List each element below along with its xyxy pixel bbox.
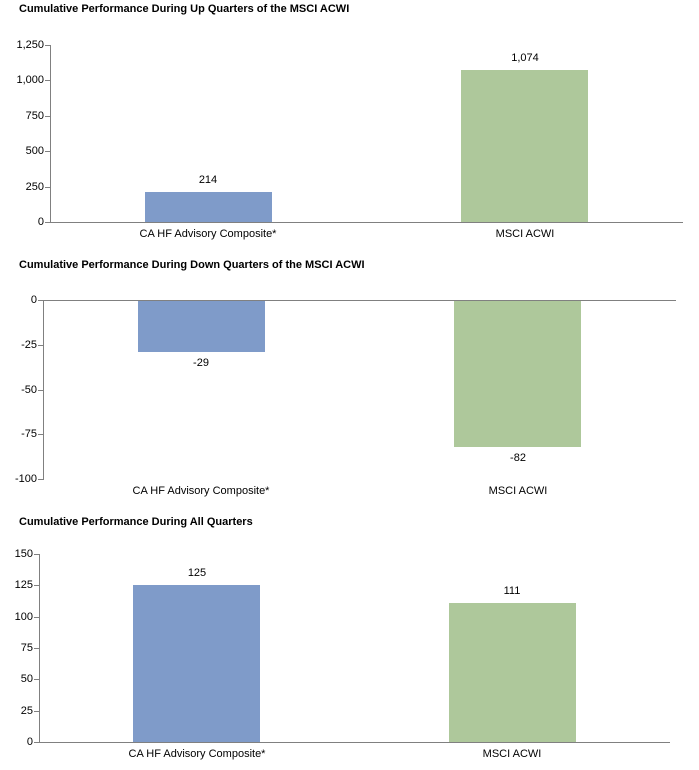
y-axis-tick (38, 479, 43, 480)
y-axis-tick-label: 50 (20, 673, 33, 685)
bar-msci-acwi (449, 603, 576, 742)
bar-value-label: 1,074 (511, 52, 539, 64)
x-axis-baseline (43, 300, 676, 301)
y-axis-tick (34, 617, 39, 618)
category-label: MSCI ACWI (482, 748, 542, 760)
y-axis-tick-label: 500 (25, 145, 44, 157)
bar-ca-hf-advisory-composite (138, 300, 265, 352)
bar-ca-hf-advisory-composite (133, 585, 260, 742)
y-axis-tick (38, 390, 43, 391)
y-axis-tick-label: 250 (25, 181, 44, 193)
bar-value-label: -82 (510, 452, 526, 464)
y-axis-tick (45, 222, 50, 223)
y-axis-line (43, 300, 44, 480)
chart-title: Cumulative Performance During All Quarte… (19, 516, 253, 528)
y-axis-line (50, 45, 51, 223)
bar-value-label: -29 (193, 357, 209, 369)
chart-title: Cumulative Performance During Up Quarter… (19, 3, 350, 15)
category-label: CA HF Advisory Composite* (128, 748, 266, 760)
category-label: MSCI ACWI (488, 485, 548, 497)
chart-title: Cumulative Performance During Down Quart… (19, 259, 365, 271)
category-label: CA HF Advisory Composite* (139, 228, 277, 240)
x-axis-baseline (39, 742, 670, 743)
y-axis-tick (34, 585, 39, 586)
y-axis-tick-label: -100 (14, 473, 37, 485)
bar-value-label: 125 (187, 567, 207, 579)
bar-ca-hf-advisory-composite (145, 192, 272, 222)
y-axis-tick-label: 0 (26, 736, 33, 748)
y-axis-tick-label: 150 (14, 548, 33, 560)
y-axis-tick-label: 125 (14, 579, 33, 591)
y-axis-tick (45, 187, 50, 188)
y-axis-tick-label: 25 (20, 705, 33, 717)
y-axis-tick (34, 648, 39, 649)
y-axis-tick (34, 679, 39, 680)
y-axis-tick (34, 742, 39, 743)
category-label: CA HF Advisory Composite* (132, 485, 270, 497)
y-axis-tick (45, 151, 50, 152)
y-axis-tick-label: -50 (21, 384, 37, 396)
y-axis-tick-label: -25 (21, 339, 37, 351)
y-axis-tick-label: 100 (14, 611, 33, 623)
y-axis-tick (38, 300, 43, 301)
y-axis-tick (34, 554, 39, 555)
y-axis-tick-label: 75 (20, 642, 33, 654)
y-axis-tick (38, 345, 43, 346)
category-label: MSCI ACWI (495, 228, 555, 240)
y-axis-line (39, 554, 40, 743)
y-axis-tick (45, 45, 50, 46)
y-axis-tick-label: -75 (21, 428, 37, 440)
y-axis-tick (45, 80, 50, 81)
bar-value-label: 111 (503, 585, 521, 597)
y-axis-tick-label: 1,000 (16, 74, 44, 86)
x-axis-baseline (50, 222, 683, 223)
y-axis-tick-label: 0 (37, 216, 44, 228)
bar-msci-acwi (454, 300, 581, 447)
y-axis-tick (45, 116, 50, 117)
y-axis-tick (38, 434, 43, 435)
y-axis-tick-label: 0 (30, 294, 37, 306)
y-axis-tick-label: 1,250 (16, 39, 44, 51)
bar-value-label: 214 (198, 174, 218, 186)
bar-msci-acwi (461, 70, 588, 222)
y-axis-tick-label: 750 (25, 110, 44, 122)
y-axis-tick (34, 711, 39, 712)
